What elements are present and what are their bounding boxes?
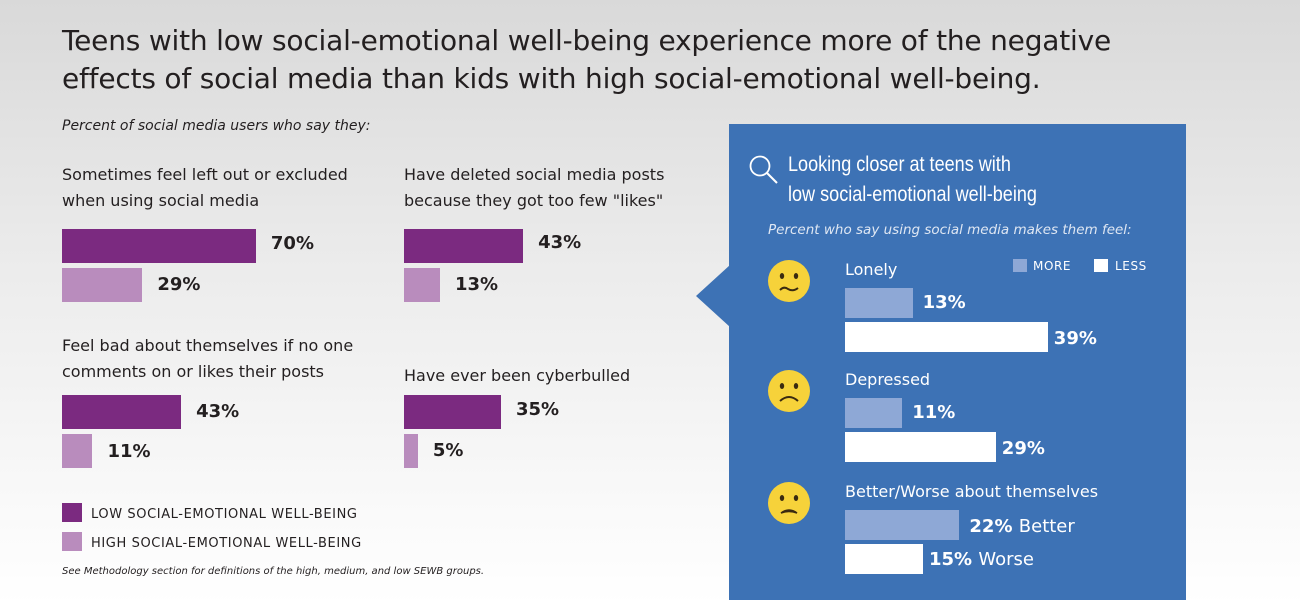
callout-item-label-1: Depressed xyxy=(845,370,931,389)
chart-subtitle: Percent of social media users who say th… xyxy=(62,118,371,134)
search-icon xyxy=(749,155,778,184)
bar-less-0 xyxy=(845,322,1048,352)
callout-pointer xyxy=(696,265,730,327)
uneasy-face-icon xyxy=(768,260,810,302)
value-less-1: 29% xyxy=(1001,438,1045,459)
frown-face-icon xyxy=(768,482,810,524)
value-high-2: 11% xyxy=(107,441,151,462)
bar-less-2 xyxy=(845,544,923,574)
bar-low-1 xyxy=(404,229,524,263)
callout-title-line-1: Looking closer at teens with xyxy=(788,153,1011,176)
legend-label-less: LESS xyxy=(1115,259,1147,273)
question-label-3: Have ever been cyberbulled xyxy=(404,363,630,389)
value-less-0: 39% xyxy=(1053,328,1097,349)
value-more-1: 11% xyxy=(912,402,956,423)
question-label-3-line1: Have ever been cyberbulled xyxy=(404,366,631,385)
question-label-2-line1: Feel bad about themselves if no one xyxy=(62,336,354,355)
value-high-1: 13% xyxy=(455,274,499,295)
value-less-2: 15% Worse xyxy=(929,549,1034,570)
legend-swatch-less xyxy=(1094,259,1108,272)
question-label-0-line2: when using social media xyxy=(62,191,260,210)
question-label-1-line2: because they got too few "likes" xyxy=(404,191,664,210)
question-label-2-line2: comments on or likes their posts xyxy=(62,362,325,381)
bar-more-2 xyxy=(845,510,960,540)
title-line-2: effects of social media than kids with h… xyxy=(62,62,1041,95)
bar-more-1 xyxy=(845,398,903,428)
value-more-2: 22% Better xyxy=(969,516,1075,537)
value-more-0: 13% xyxy=(922,292,966,313)
value-more-2-word: Better xyxy=(1018,516,1075,537)
bar-high-1 xyxy=(404,268,440,302)
bar-low-0 xyxy=(62,229,256,263)
legend-label-more: MORE xyxy=(1033,259,1072,273)
title-line-1: Teens with low social-emotional well-bei… xyxy=(62,24,1111,57)
callout-item-label-0: Lonely xyxy=(845,260,898,279)
legend-swatch-high xyxy=(62,532,82,551)
methodology-note: See Methodology section for definitions … xyxy=(62,566,485,577)
callout-subtitle: Percent who say using social media makes… xyxy=(768,222,1132,238)
question-label-0-line1: Sometimes feel left out or excluded xyxy=(62,165,348,184)
sad-face-icon xyxy=(768,370,810,412)
value-low-2: 43% xyxy=(196,401,240,422)
callout-title-line-2: low social-emotional well-being xyxy=(788,183,1037,206)
callout-item-label-2: Better/Worse about themselves xyxy=(845,482,1099,501)
legend-label-low: LOW SOCIAL-EMOTIONAL WELL-BEING xyxy=(91,507,358,522)
question-label-1: Have deleted social media posts because … xyxy=(404,162,664,214)
legend-swatch-more xyxy=(1013,259,1027,272)
page-title: Teens with low social-emotional well-bei… xyxy=(62,22,1111,98)
legend-label-high: HIGH SOCIAL-EMOTIONAL WELL-BEING xyxy=(91,536,362,551)
value-high-3: 5% xyxy=(432,440,464,461)
question-label-1-line1: Have deleted social media posts xyxy=(404,165,665,184)
bar-less-1 xyxy=(845,432,996,462)
bar-low-3 xyxy=(404,395,501,429)
question-label-0: Sometimes feel left out or excluded when… xyxy=(62,162,348,214)
callout-title: Looking closer at teens with low social-… xyxy=(788,150,1037,210)
value-low-0: 70% xyxy=(270,233,314,254)
bar-high-0 xyxy=(62,268,143,302)
value-high-0: 29% xyxy=(157,274,201,295)
bar-low-2 xyxy=(62,395,182,429)
bar-high-3 xyxy=(404,434,418,468)
value-low-1: 43% xyxy=(538,232,582,253)
value-low-3: 35% xyxy=(515,399,560,420)
question-label-2: Feel bad about themselves if no one comm… xyxy=(62,333,353,385)
value-less-2-word: Worse xyxy=(978,549,1034,570)
bar-more-0 xyxy=(845,288,913,318)
bar-high-2 xyxy=(62,434,93,468)
legend-swatch-low xyxy=(62,503,82,522)
